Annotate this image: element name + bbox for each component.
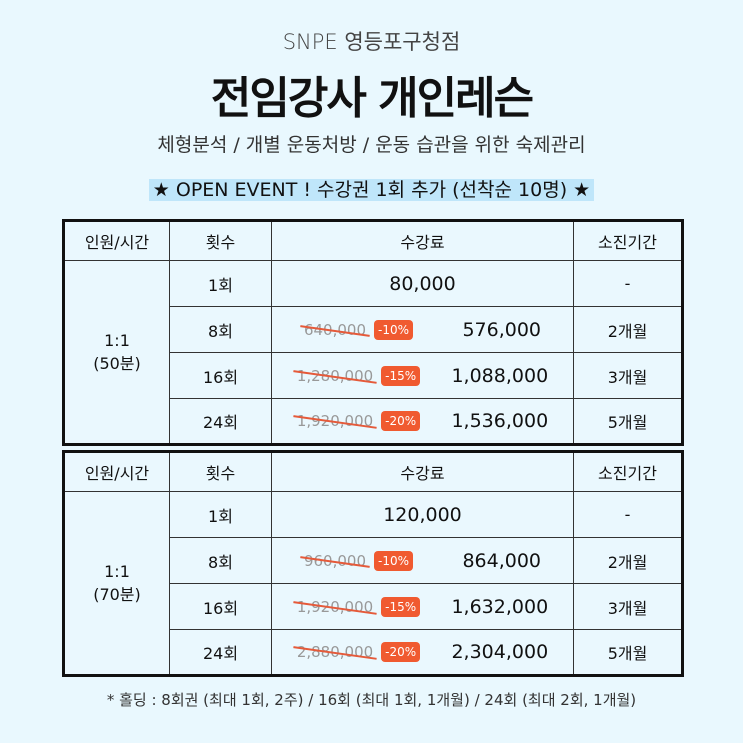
original-price: 1,280,000	[296, 366, 374, 385]
discount-badge: -20%	[381, 411, 421, 431]
fee-cell: 640,000 -10% 576,000	[271, 306, 574, 353]
fee-cell: 2,880,000 -20% 2,304,000	[271, 629, 574, 676]
original-price: 1,920,000	[296, 597, 374, 616]
fee-cell: 80,000	[271, 260, 574, 307]
group-cell: 1:1 (70분)	[63, 491, 170, 676]
period-cell: 5개월	[573, 398, 683, 445]
price-table: 인원/시간 횟수 수강료 소진기간 1:1 (50분) 1회 80,000-8회 640,000…	[62, 219, 684, 446]
period-cell: -	[573, 260, 683, 307]
discount-badge: -20%	[381, 642, 421, 662]
page-title: 전임강사 개인레슨	[210, 73, 534, 124]
price-table: 인원/시간 횟수 수강료 소진기간 1:1 (70분) 1회 120,000-8회 960,00…	[62, 450, 684, 677]
original-price: 2,880,000	[296, 643, 374, 661]
column-header: 소진기간	[573, 220, 683, 261]
fee-cell: 1,920,000 -20% 1,536,000	[271, 398, 574, 445]
group-cell: 1:1 (50분)	[63, 260, 170, 445]
original-price: 960,000	[303, 551, 366, 570]
fee-cell: 960,000 -10% 864,000	[271, 537, 574, 584]
fee-cell: 1,920,000 -15% 1,632,000	[271, 583, 574, 630]
holding-note: * 홀딩 : 8회권 (최대 1회, 2주) / 16회 (최대 1회, 1개월…	[106, 691, 637, 709]
period-cell: -	[573, 491, 683, 538]
table-row: 1:1 (50분) 1회 80,000-	[63, 260, 683, 445]
period-cell: 3개월	[573, 352, 683, 399]
sale-price: 576,000	[462, 318, 542, 341]
table-header: 인원/시간 횟수 수강료 소진기간	[63, 220, 683, 261]
count-cell: 1회	[169, 260, 272, 307]
original-price: 1,920,000	[296, 412, 374, 430]
group-label: 1:1	[104, 330, 130, 350]
period-cell: 5개월	[573, 629, 683, 676]
count-cell: 24회	[169, 398, 272, 445]
subtitle: 체형분석 / 개별 운동처방 / 운동 습관을 위한 숙제관리	[157, 134, 586, 156]
period-cell: 2개월	[573, 306, 683, 353]
table-row: 16회 1,280,000 -15% 1,088,000 3개월	[64, 352, 683, 399]
sale-price: 2,304,000	[451, 641, 549, 663]
duration-label: (50분)	[93, 353, 141, 373]
table-row: 24회 1,920,000 -20% 1,536,000 5개월	[64, 398, 683, 445]
column-header: 수강료	[271, 220, 574, 261]
sale-price: 864,000	[462, 549, 542, 572]
table-row: 24회 2,880,000 -20% 2,304,000 5개월	[64, 629, 683, 676]
table-row: 1:1 (70분) 1회 120,000-	[63, 491, 683, 676]
table-row: 8회 960,000 -10% 864,000 2개월	[64, 537, 683, 584]
fee-cell: 1,280,000 -15% 1,088,000	[271, 352, 574, 399]
column-header: 횟수	[169, 220, 272, 261]
period-cell: 2개월	[573, 537, 683, 584]
duration-label: (70분)	[93, 584, 141, 604]
table-row: 16회 1,920,000 -15% 1,632,000 3개월	[64, 583, 683, 630]
discount-badge: -15%	[381, 365, 421, 386]
event-text: ★ OPEN EVENT ! 수강권 1회 추가 (선착순 10명) ★	[148, 179, 595, 201]
count-cell: 16회	[169, 352, 272, 399]
discount-badge: -15%	[381, 596, 421, 617]
column-header: 횟수	[169, 451, 272, 492]
discount-badge: -10%	[374, 319, 414, 340]
column-header: 인원/시간	[63, 451, 170, 492]
brand-name: SNPE 영등포구청점	[282, 30, 461, 54]
discount-badge: -10%	[374, 550, 414, 571]
event-banner: ★ OPEN EVENT ! 수강권 1회 추가 (선착순 10명) ★	[0, 175, 743, 202]
original-price: 640,000	[303, 320, 366, 339]
count-cell: 1회	[169, 491, 272, 538]
table-header: 인원/시간 횟수 수강료 소진기간	[63, 451, 683, 492]
column-header: 인원/시간	[63, 220, 170, 261]
count-cell: 16회	[169, 583, 272, 630]
count-cell: 8회	[169, 537, 272, 584]
count-cell: 8회	[169, 306, 272, 353]
fee-cell: 120,000	[271, 491, 574, 538]
sale-price: 1,632,000	[451, 595, 549, 618]
period-cell: 3개월	[573, 583, 683, 630]
sale-price: 1,088,000	[451, 364, 549, 387]
table-row: 8회 640,000 -10% 576,000 2개월	[64, 306, 683, 353]
column-header: 소진기간	[573, 451, 683, 492]
group-label: 1:1	[104, 561, 130, 581]
column-header: 수강료	[271, 451, 574, 492]
sale-price: 1,536,000	[451, 410, 549, 432]
count-cell: 24회	[169, 629, 272, 676]
